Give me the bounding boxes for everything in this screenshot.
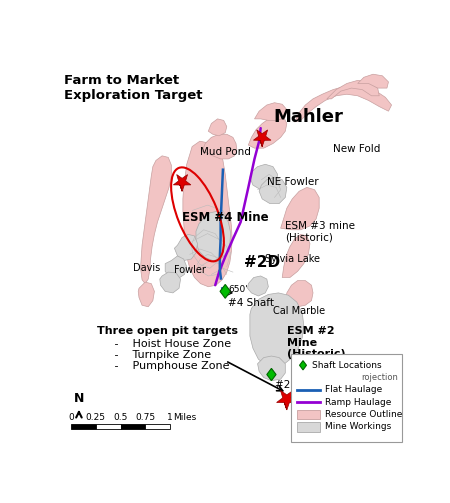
Text: #4 Shaft: #4 Shaft	[228, 297, 274, 307]
Text: #2 Shaft: #2 Shaft	[274, 380, 320, 390]
Polygon shape	[257, 356, 285, 381]
Text: rojection: rojection	[362, 373, 399, 382]
Text: -    Hoist House Zone: - Hoist House Zone	[97, 339, 232, 349]
Text: Mud Pond: Mud Pond	[200, 146, 251, 156]
Polygon shape	[327, 80, 379, 99]
Text: ESM #3 mine
(Historic): ESM #3 mine (Historic)	[285, 220, 356, 242]
Bar	[297, 410, 320, 419]
Text: Davis: Davis	[133, 263, 160, 273]
Text: Shaft Locations: Shaft Locations	[312, 361, 382, 370]
Text: 0.5: 0.5	[113, 413, 128, 422]
Polygon shape	[140, 156, 171, 284]
Polygon shape	[173, 175, 191, 191]
Text: Flat Haulage: Flat Haulage	[324, 385, 382, 394]
Polygon shape	[295, 85, 392, 122]
Text: -    Turnpike Zone: - Turnpike Zone	[97, 350, 212, 360]
Polygon shape	[220, 284, 230, 298]
Polygon shape	[277, 390, 297, 410]
Bar	[121, 424, 145, 429]
Text: Fowler: Fowler	[175, 265, 206, 275]
Text: Cal Marble: Cal Marble	[273, 306, 325, 315]
Text: -    Pumphouse Zone: - Pumphouse Zone	[97, 361, 230, 371]
Text: Ramp Haulage: Ramp Haulage	[324, 398, 391, 407]
Polygon shape	[175, 234, 198, 261]
Polygon shape	[165, 256, 187, 279]
Polygon shape	[259, 178, 287, 204]
Text: 0.75: 0.75	[135, 413, 155, 422]
Polygon shape	[250, 164, 278, 190]
Polygon shape	[202, 134, 237, 159]
Text: N: N	[74, 392, 84, 405]
Polygon shape	[248, 116, 287, 148]
Text: Mine Workings: Mine Workings	[324, 423, 391, 432]
Polygon shape	[281, 188, 319, 230]
Bar	[96, 424, 121, 429]
Polygon shape	[253, 130, 271, 146]
Text: Sylvia Lake: Sylvia Lake	[265, 254, 320, 264]
Text: Three open pit targets: Three open pit targets	[97, 326, 238, 336]
Text: 0.25: 0.25	[86, 413, 106, 422]
Polygon shape	[183, 141, 232, 287]
FancyBboxPatch shape	[292, 354, 402, 442]
Bar	[145, 424, 170, 429]
Polygon shape	[138, 282, 154, 307]
Polygon shape	[248, 276, 268, 296]
Polygon shape	[160, 272, 180, 293]
Polygon shape	[282, 234, 310, 278]
Text: ESM #2
Mine
(Historic): ESM #2 Mine (Historic)	[287, 326, 346, 359]
Text: 1: 1	[167, 413, 173, 422]
Text: Farm to Market
Exploration Target: Farm to Market Exploration Target	[63, 74, 202, 102]
Text: New Fold: New Fold	[333, 143, 380, 153]
Polygon shape	[196, 211, 230, 261]
Polygon shape	[300, 361, 306, 370]
Polygon shape	[285, 281, 313, 307]
Polygon shape	[255, 103, 287, 120]
Polygon shape	[358, 74, 388, 88]
Text: Miles: Miles	[173, 413, 196, 422]
Bar	[71, 424, 96, 429]
Text: NE Fowler: NE Fowler	[267, 178, 319, 188]
Text: #2D: #2D	[244, 255, 280, 270]
Polygon shape	[250, 293, 304, 367]
Polygon shape	[208, 119, 227, 136]
Text: 0: 0	[68, 413, 74, 422]
Text: 650': 650'	[228, 285, 248, 294]
Text: Resource Outline: Resource Outline	[324, 410, 402, 419]
Text: Mahler: Mahler	[273, 108, 343, 126]
Bar	[297, 422, 320, 432]
Text: ESM #4 Mine: ESM #4 Mine	[182, 211, 269, 223]
Polygon shape	[267, 368, 276, 381]
